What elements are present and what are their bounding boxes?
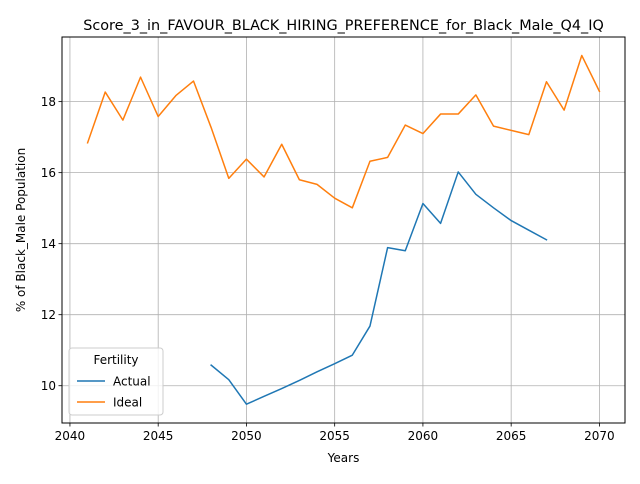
legend-label-actual: Actual [113, 375, 151, 389]
x-tick-label: 2050 [231, 429, 262, 443]
axis-ticks: 2040 2045 2050 2055 2060 2065 2070 10 12 14 16 18 [41, 95, 615, 443]
chart-title: Score_3_in_FAVOUR_BLACK_HIRING_PREFERENC… [83, 18, 604, 34]
x-tick-label: 2055 [319, 429, 350, 443]
legend-label-ideal: Ideal [113, 396, 142, 410]
y-tick-label: 16 [41, 166, 56, 180]
plot-frame [61, 36, 626, 424]
series-line-actual [210, 171, 548, 405]
y-axis-label: % of Black_Male Population [14, 148, 28, 312]
y-tick-label: 14 [41, 237, 56, 251]
legend: Fertility Actual Ideal [68, 347, 164, 416]
x-axis-label: Years [327, 451, 360, 465]
legend-title: Fertility [93, 353, 138, 367]
y-tick-label: 18 [41, 95, 56, 109]
y-tick-label: 12 [41, 308, 56, 322]
x-tick-label: 2045 [143, 429, 174, 443]
y-tick-label: 10 [41, 379, 56, 393]
x-tick-label: 2060 [408, 429, 439, 443]
x-tick-label: 2070 [584, 429, 615, 443]
x-tick-label: 2040 [55, 429, 86, 443]
series-line-ideal [86, 54, 601, 209]
series-layer [86, 54, 601, 405]
x-tick-label: 2065 [496, 429, 527, 443]
legend-box [68, 347, 164, 416]
